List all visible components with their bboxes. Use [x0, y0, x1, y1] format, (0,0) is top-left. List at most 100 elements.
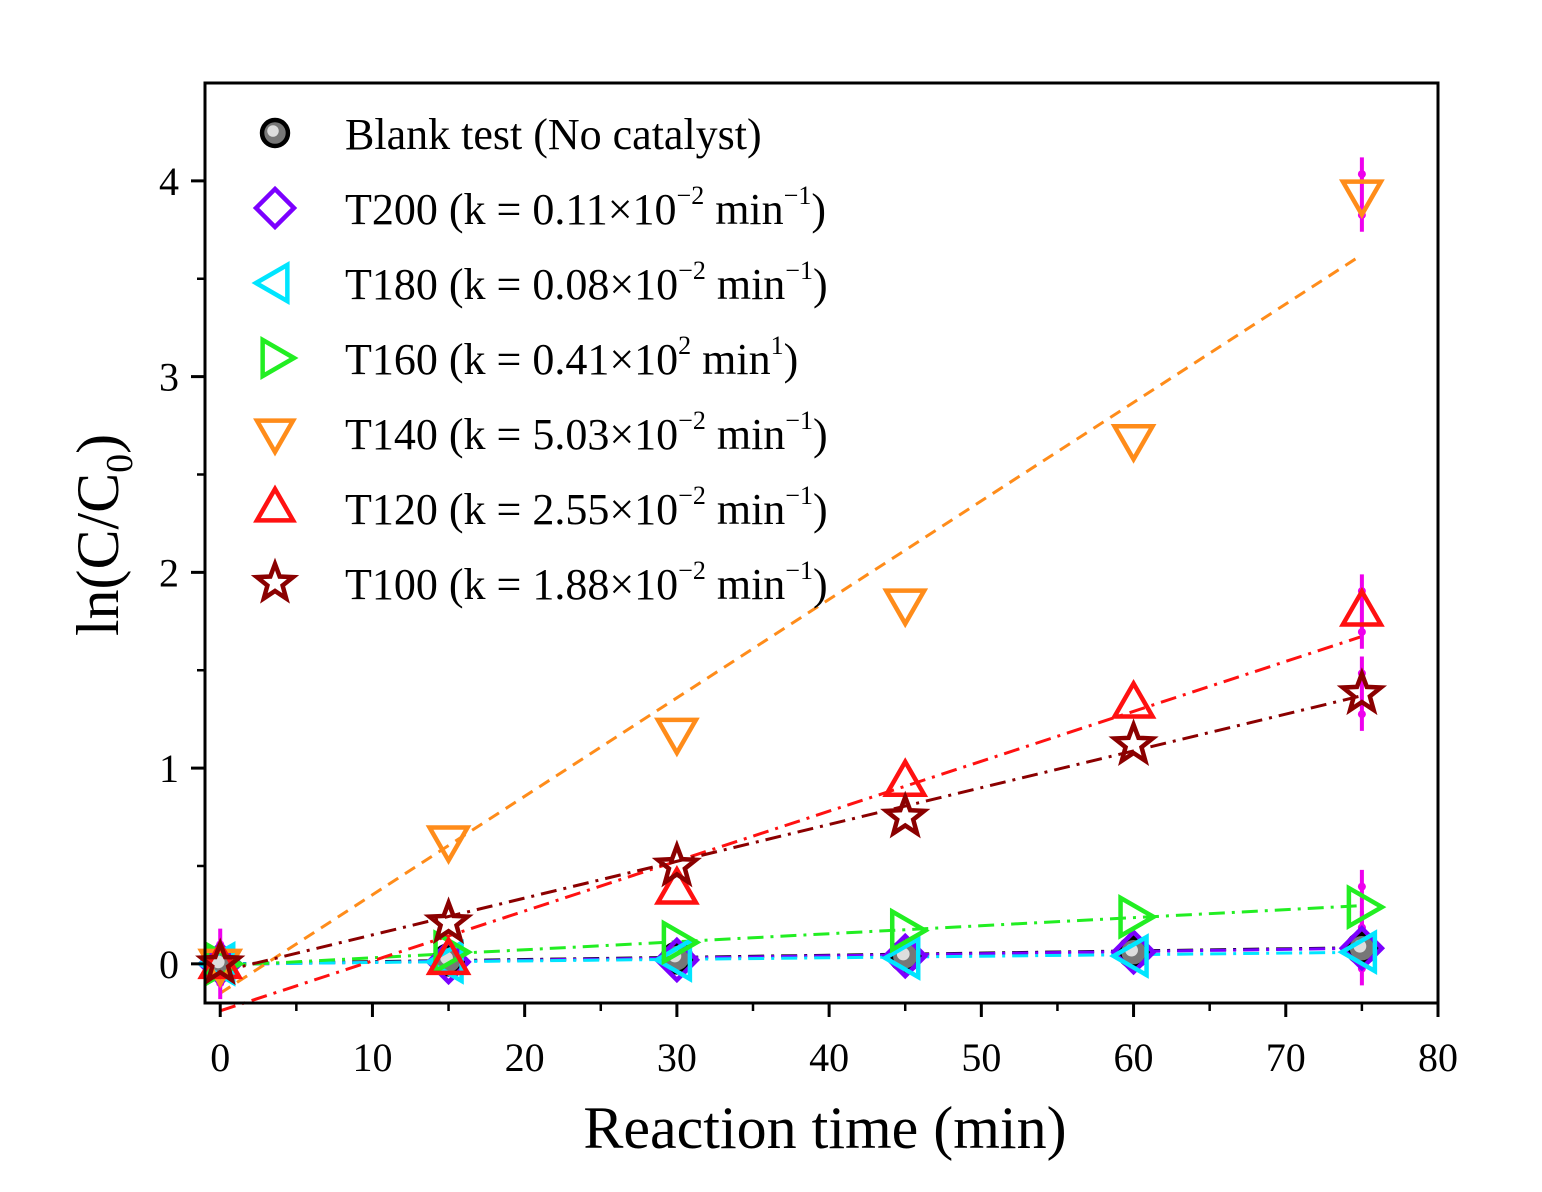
x-tick-label: 10 [352, 1035, 392, 1080]
legend-item-t100: T100 (k = 1.88×10−2 min−1) [250, 556, 828, 609]
legend-item-t160-label: T160 (k = 0.41×102 min1) [345, 331, 798, 384]
y-tick-label: 3 [159, 355, 179, 400]
legend-item-blank-test-no-catalyst--marker [259, 117, 291, 149]
legend-item-t160-unit-exp: 1 [771, 331, 784, 360]
data-point-t140 [1338, 179, 1385, 220]
legend-item-t140-exp: −2 [678, 406, 706, 435]
legend-item-t140: T140 (k = 5.03×10−2 min−1) [253, 406, 828, 459]
legend-item-t100-unit: min [706, 560, 785, 609]
data-point-t100 [651, 839, 703, 888]
legend-item-t180-label: T180 (k = 0.08×10−2 min−1) [345, 256, 828, 309]
legend-item-t180-marker [251, 261, 290, 305]
legend-item-t200-label: T200 (k = 0.11×10−2 min−1) [345, 181, 826, 234]
x-tick-label: 20 [505, 1035, 545, 1080]
y-tick-label: 2 [159, 550, 179, 595]
legend-item-t160-marker [260, 336, 299, 380]
data-point-t140 [1110, 424, 1157, 464]
data-point-t120 [197, 939, 244, 980]
legend-item-t160-unit: min [691, 335, 770, 384]
legend-item-t200-marker [252, 185, 298, 231]
legend-item-t160-main: T160 (k = 0.41×10 [345, 335, 678, 384]
legend-item-t180-unit: min [706, 260, 785, 309]
legend-item-t140-main: T140 (k = 5.03×10 [345, 410, 678, 459]
data-point-t140 [425, 825, 472, 866]
data-point-t100 [423, 896, 474, 945]
legend-item-t140-unit-exp: −1 [785, 406, 813, 435]
data-point-t120 [653, 864, 700, 905]
data-point-t140 [882, 588, 929, 629]
legend-item-t100-label: T100 (k = 1.88×10−2 min−1) [345, 556, 828, 609]
data-point-t180 [1109, 933, 1149, 979]
legend-item-t180-exp: −2 [678, 256, 706, 285]
data-point-t120 [1110, 679, 1157, 719]
data-point-t180 [652, 937, 693, 983]
legend-item-t100-unit-exp: −1 [785, 556, 813, 585]
y-axis-title-main: ln(C/C [65, 473, 131, 636]
legend-item-t200: T200 (k = 0.11×10−2 min−1) [252, 181, 826, 234]
legend-item-t120-main: T120 (k = 2.55×10 [345, 485, 678, 534]
legend-item-t200-unit-exp: −1 [784, 181, 812, 210]
data-point-t160 [889, 907, 930, 954]
y-tick-label: 0 [159, 942, 179, 987]
fit-line-t100 [219, 694, 1363, 974]
data-point-t120 [1338, 587, 1385, 627]
legend-item-t100-close: ) [813, 560, 828, 609]
legend-item-t180-main: T180 (k = 0.08×10 [345, 260, 678, 309]
data-point-t160 [661, 919, 702, 966]
x-tick-label: 0 [210, 1035, 230, 1080]
data-point-t120 [425, 935, 472, 976]
data-point-t160 [1346, 884, 1387, 930]
fit-line-t140 [219, 253, 1363, 995]
x-tick-label: 50 [961, 1035, 1001, 1080]
y-axis-title-close: ) [65, 434, 131, 454]
legend-item-t140-unit: min [706, 410, 785, 459]
y-axis-title-sub: 0 [99, 454, 141, 473]
error-bar-dot [1357, 710, 1366, 719]
legend-item-t120-unit-exp: −1 [785, 481, 813, 510]
legend-item-t180: T180 (k = 0.08×10−2 min−1) [251, 256, 828, 309]
legend-item-blank-test-no-catalyst--marker-highlight [267, 125, 279, 137]
data-points [195, 179, 1388, 989]
x-axis-title: Reaction time (min) [583, 1095, 1066, 1161]
legend-item-t100-exp: −2 [678, 556, 706, 585]
legend-item-blank-test-no-catalyst-: Blank test (No catalyst) [259, 110, 762, 159]
fit-line-t120 [219, 635, 1363, 1013]
legend-item-t160: T160 (k = 0.41×102 min1) [260, 331, 798, 384]
legend-item-t180-unit-exp: −1 [785, 256, 813, 285]
y-tick-label: 4 [159, 159, 179, 204]
x-tick-label: 30 [657, 1035, 697, 1080]
legend-item-t160-exp: 2 [678, 331, 691, 360]
data-point-t160 [1118, 893, 1159, 940]
legend-item-t140-marker [253, 418, 297, 457]
x-tick-label: 80 [1418, 1035, 1458, 1080]
x-tick-label: 70 [1266, 1035, 1306, 1080]
data-point-t100 [880, 790, 931, 839]
legend-item-t140-label: T140 (k = 5.03×10−2 min−1) [345, 406, 828, 459]
legend-item-t120-marker [253, 484, 297, 523]
legend-item-t120-label: T120 (k = 2.55×10−2 min−1) [345, 481, 828, 534]
legend-item-t120-exp: −2 [678, 481, 706, 510]
legend-item-t200-unit: min [704, 185, 783, 234]
error-bar-dot [1357, 627, 1366, 636]
legend-item-t120-unit: min [706, 485, 785, 534]
legend-item-t200-exp: −2 [677, 181, 705, 210]
data-point-t140 [653, 717, 700, 758]
data-point-t180 [1337, 929, 1378, 975]
x-tick-label: 40 [809, 1035, 849, 1080]
fit-lines [219, 253, 1363, 1013]
error-bar-dot [1357, 170, 1366, 179]
data-point-t100 [1336, 667, 1388, 716]
axes: 0 10 20 30 40 50 60 70 80 0 1 2 3 4 [159, 81, 1458, 1080]
legend-item-t200-main: T200 (k = 0.11×10 [345, 185, 677, 234]
fit-line-t160 [220, 904, 1362, 968]
plot-frame [203, 81, 1440, 1005]
fit-line-t180 [220, 950, 1362, 966]
legend-item-t160-close: ) [784, 335, 799, 384]
legend-item-t120: T120 (k = 2.55×10−2 min−1) [253, 481, 828, 534]
y-tick-label: 1 [159, 746, 179, 791]
data-point-t180 [880, 935, 921, 981]
legend-item-t140-close: ) [813, 410, 828, 459]
legend-item-t200-close: ) [811, 185, 826, 234]
y-axis-title: ln(C/C0) [65, 434, 141, 636]
